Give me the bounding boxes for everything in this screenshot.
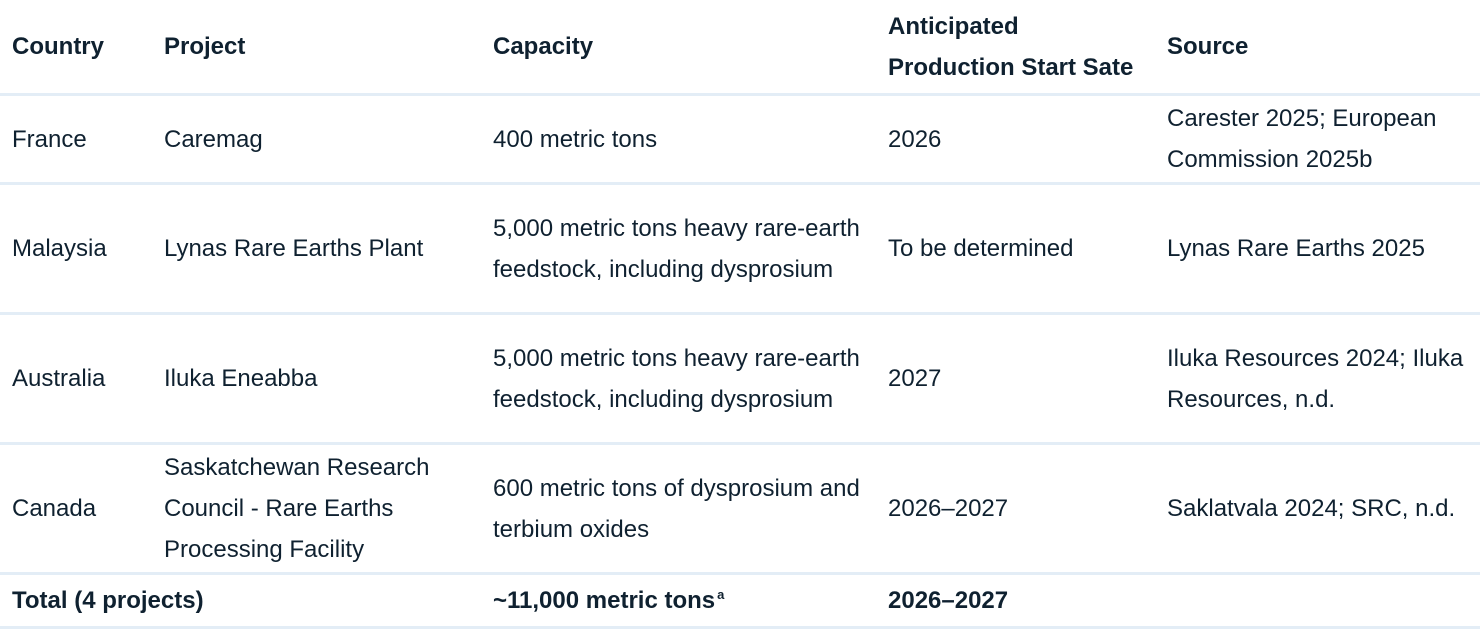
cell-project: Lynas Rare Earths Plant	[164, 235, 424, 262]
total-capacity-value: ~11,000 metric tons	[493, 587, 716, 614]
cell-capacity: 5,000 metric tons heavy rare-earth feeds…	[493, 214, 860, 283]
cell-source: Iluka Resources 2024; Iluka Resources, n…	[1167, 344, 1464, 413]
cell-start: 2027	[888, 365, 942, 392]
cell-start: 2026	[888, 125, 942, 153]
header-start-date: Anticipated Production Start Sate	[876, 0, 1155, 95]
cell-start: To be determined	[888, 235, 1074, 262]
total-capacity: ~11,000 metric tons a	[481, 574, 876, 628]
cell-country: Canada	[12, 495, 97, 522]
cell-country: Australia	[12, 365, 106, 392]
cell-capacity: 400 metric tons	[493, 125, 658, 153]
cell-capacity: 5,000 metric tons heavy rare-earth feeds…	[493, 344, 860, 413]
cell-country: France	[12, 125, 87, 153]
projects-table: Country Project Capacity Anticipated Prod…	[0, 0, 1480, 628]
table-header: Country Project Capacity Anticipated Prod…	[0, 0, 1480, 95]
table-row: Canada Saskatchewan Research Council - R…	[0, 444, 1480, 574]
cell-source: Saklatvala 2024; SRC, n.d.	[1167, 495, 1456, 522]
total-row: Total (4 projects) ~11,000 metric tons a …	[0, 574, 1480, 628]
header-capacity: Capacity	[493, 33, 594, 60]
table-row: Malaysia Lynas Rare Earths Plant 5,000 m…	[0, 184, 1480, 314]
total-start: 2026–2027	[888, 587, 1009, 614]
header-project: Project	[164, 33, 246, 60]
total-source	[1155, 574, 1480, 628]
table-footer: Total (4 projects) ~11,000 metric tons a …	[0, 574, 1480, 628]
cell-source: Lynas Rare Earths 2025	[1167, 235, 1425, 262]
table-row: France Caremag 400 metric tons 2026 Care…	[0, 95, 1480, 184]
footnote-marker: a	[717, 587, 725, 602]
header-start-date-line2: Production Start Sate	[888, 53, 1134, 81]
cell-capacity: 600 metric tons of dysprosium and terbiu…	[493, 474, 860, 543]
total-label: Total (4 projects)	[12, 587, 204, 614]
cell-project: Saskatchewan Research Council - Rare Ear…	[164, 454, 430, 563]
table-row: Australia Iluka Eneabba 5,000 metric ton…	[0, 314, 1480, 444]
cell-project: Caremag	[164, 125, 263, 153]
header-country: Country	[12, 33, 104, 60]
header-source: Source	[1167, 33, 1249, 60]
cell-start: 2026–2027	[888, 495, 1009, 522]
header-start-date-line1: Anticipated	[888, 12, 1019, 40]
cell-source: Carester 2025; European Commission 2025b	[1167, 105, 1437, 173]
cell-country: Malaysia	[12, 235, 107, 262]
table-body: France Caremag 400 metric tons 2026 Care…	[0, 95, 1480, 574]
cell-project: Iluka Eneabba	[164, 365, 318, 392]
header-row: Country Project Capacity Anticipated Prod…	[0, 0, 1480, 95]
